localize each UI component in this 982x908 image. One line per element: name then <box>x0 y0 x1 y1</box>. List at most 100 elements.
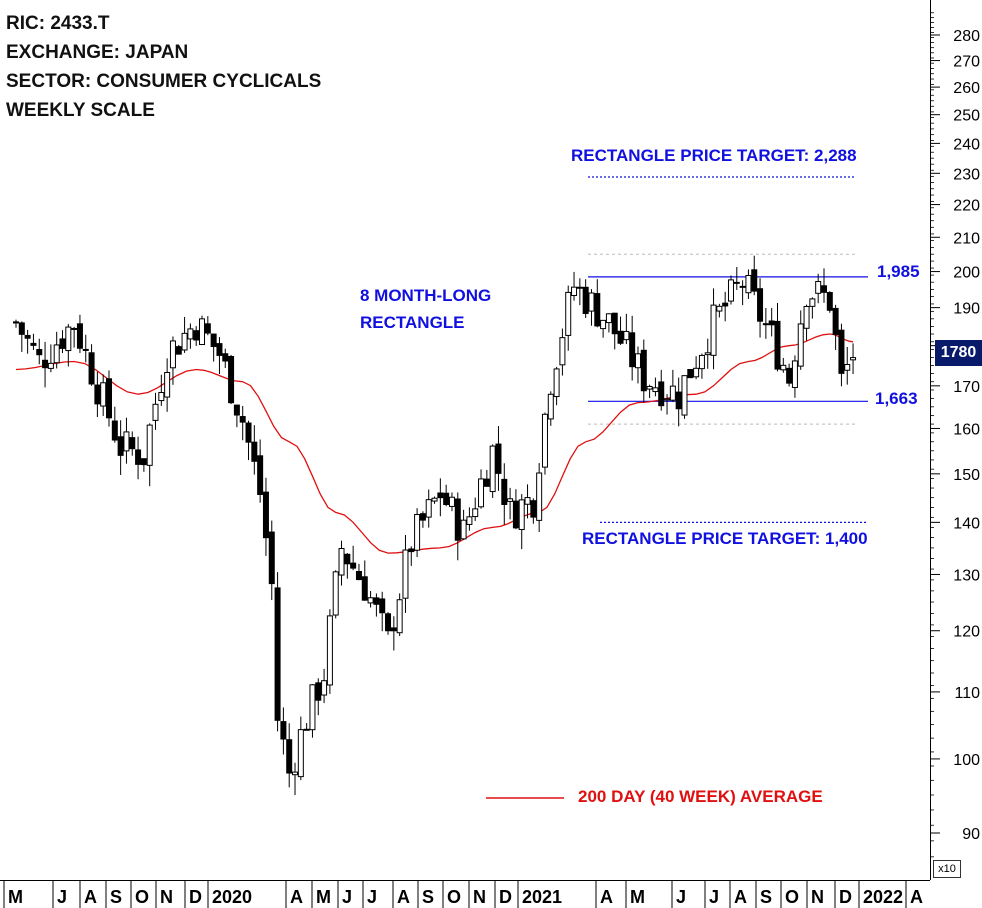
candle-down <box>239 416 246 423</box>
candle-down <box>373 597 380 605</box>
candle-down <box>385 613 392 632</box>
candle-down <box>443 492 450 506</box>
candle-up <box>332 571 339 616</box>
candle-up <box>541 413 548 468</box>
candle-down <box>280 721 287 740</box>
candle-up <box>187 328 194 340</box>
pattern-label-line2: RECTANGLE <box>360 313 465 332</box>
candle-down <box>495 443 502 474</box>
candle-down <box>257 455 264 495</box>
candle-up <box>460 519 467 540</box>
y-tick-label: 230 <box>953 166 980 183</box>
y-tick-label: 150 <box>953 467 980 484</box>
candle-down <box>233 404 240 416</box>
candle-down <box>820 285 827 293</box>
candle-down <box>768 320 775 326</box>
candle-down <box>216 343 223 356</box>
candle-up <box>321 680 328 696</box>
y-axis: 9010011012013014015016017018019020021022… <box>930 0 980 880</box>
candle-down <box>94 384 101 405</box>
x-tick-label: S <box>110 887 122 907</box>
candle-up <box>693 367 700 378</box>
candle-up <box>47 362 54 369</box>
candle-down <box>390 627 397 632</box>
x-tick-label: M <box>630 887 645 907</box>
candle-up <box>431 497 438 502</box>
x-tick-label: N <box>160 887 173 907</box>
x-tick-label: D <box>499 887 512 907</box>
x-tick-label: S <box>422 887 434 907</box>
x-axis: M J A S O N D 2020 A M J J A S O N D 2021 A M J J A S O N D 2022 A <box>0 880 930 908</box>
x-tick-label: A <box>290 887 303 907</box>
candle-up <box>698 354 705 370</box>
candle-up <box>326 615 333 686</box>
candle-down <box>454 498 461 541</box>
candle-up <box>844 364 851 371</box>
y-tick-label: 140 <box>953 515 980 532</box>
y-tick-label: 160 <box>953 421 980 438</box>
x-tick-label: A <box>600 887 613 907</box>
candle-up <box>425 499 432 518</box>
y-tick-label: 240 <box>953 136 980 153</box>
candle-down <box>76 323 83 349</box>
candlesticks <box>13 255 857 796</box>
candle-down <box>268 531 275 585</box>
x-tick-label: 2020 <box>212 887 252 907</box>
candle-down <box>582 286 589 314</box>
pattern-label-line1: 8 MONTH-LONG <box>360 286 492 305</box>
candle-up <box>152 403 159 421</box>
candle-up <box>367 597 374 604</box>
candle-up <box>652 387 659 393</box>
ma-series-line <box>15 333 854 554</box>
candle-up <box>553 368 560 398</box>
candle-up <box>181 332 188 351</box>
x-tick-label: 2021 <box>522 887 562 907</box>
x-tick-label: A <box>734 887 747 907</box>
sector-label: SECTOR: CONSUMER CYCLICALS <box>6 71 322 92</box>
candle-down <box>42 359 49 369</box>
candle-up <box>524 497 531 505</box>
x-tick-label: D <box>839 887 852 907</box>
candle-up <box>745 274 752 294</box>
x-tick-label: D <box>189 887 202 907</box>
candle-up <box>199 318 206 346</box>
x-tick-label: A <box>910 887 923 907</box>
candle-up <box>850 357 857 361</box>
candle-up <box>158 392 165 402</box>
candle-up <box>396 599 403 634</box>
candle-down <box>826 292 833 311</box>
candle-down <box>722 302 729 307</box>
candle-down <box>13 321 19 324</box>
candle-down <box>303 728 310 731</box>
candle-down <box>658 381 665 407</box>
candle-down <box>30 342 37 346</box>
candle-up <box>169 340 176 369</box>
y-tick-label: 120 <box>953 624 980 641</box>
candle-down <box>82 348 89 351</box>
candle-up <box>402 549 409 599</box>
candle-up <box>100 382 107 407</box>
candle-up <box>669 385 676 401</box>
lower-level-label: 1,663 <box>875 389 918 408</box>
candle-up <box>576 286 583 289</box>
x-tick-label: 2022 <box>863 887 903 907</box>
candle-up <box>646 385 653 390</box>
candle-up <box>605 313 612 324</box>
y-tick-label: 190 <box>953 301 980 318</box>
candle-up <box>536 472 543 521</box>
candle-down <box>675 391 682 410</box>
candle-down <box>629 332 636 368</box>
x-tick-label: S <box>760 887 772 907</box>
candle-up <box>518 499 525 531</box>
candle-down <box>361 576 368 601</box>
candle-up <box>791 360 798 388</box>
candle-up <box>547 393 554 420</box>
candle-up <box>71 327 78 330</box>
candle-down <box>483 478 490 487</box>
candle-up <box>146 424 153 466</box>
y-tick-label: 250 <box>953 108 980 125</box>
candle-down <box>193 330 200 341</box>
ma-legend-label: 200 DAY (40 WEEK) AVERAGE <box>578 787 823 806</box>
candle-down <box>786 367 793 384</box>
candle-down <box>262 491 269 539</box>
